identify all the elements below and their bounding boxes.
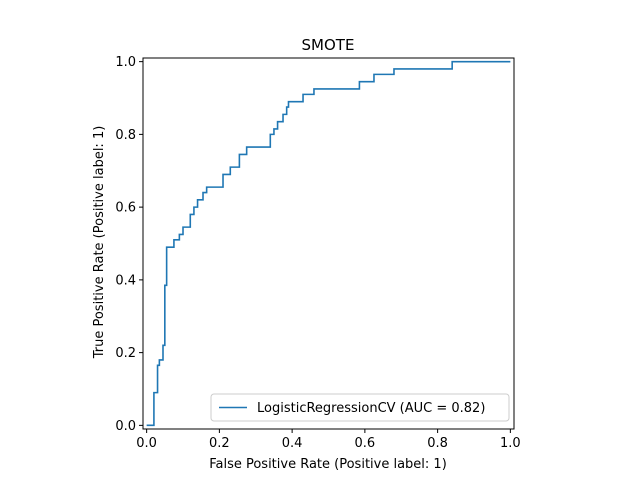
plot-area <box>142 57 515 430</box>
y-tick-label: 0.0 <box>115 419 136 434</box>
axes-frame <box>142 57 515 430</box>
x-tick-label: 0.8 <box>427 436 448 451</box>
y-tick-label: 0.4 <box>115 273 136 288</box>
y-tick-label: 0.6 <box>115 201 136 216</box>
roc-curve-series-0 <box>146 60 511 427</box>
x-tick-label: 0.6 <box>355 436 376 451</box>
legend: LogisticRegressionCV (AUC = 0.82) <box>210 393 510 422</box>
y-axis: 0.0 0.2 0.4 0.6 0.8 1.0 <box>115 55 143 434</box>
x-axis: 0.0 0.2 0.4 0.6 0.8 1.0 <box>136 429 521 451</box>
legend-box <box>210 393 510 422</box>
x-tick-label: 1.0 <box>500 436 521 451</box>
x-tick-label: 0.2 <box>209 436 230 451</box>
legend-label: LogisticRegressionCV (AUC = 0.82) <box>257 401 485 416</box>
y-tick-label: 1.0 <box>115 55 136 70</box>
x-tick-label: 0.4 <box>282 436 303 451</box>
chart-title: SMOTE <box>302 36 355 54</box>
y-tick-label: 0.2 <box>115 346 136 361</box>
y-axis-label: True Positive Rate (Positive label: 1) <box>92 126 107 360</box>
x-axis-label: False Positive Rate (Positive label: 1) <box>209 457 447 472</box>
y-tick-label: 0.8 <box>115 128 136 143</box>
x-tick-label: 0.0 <box>136 436 157 451</box>
